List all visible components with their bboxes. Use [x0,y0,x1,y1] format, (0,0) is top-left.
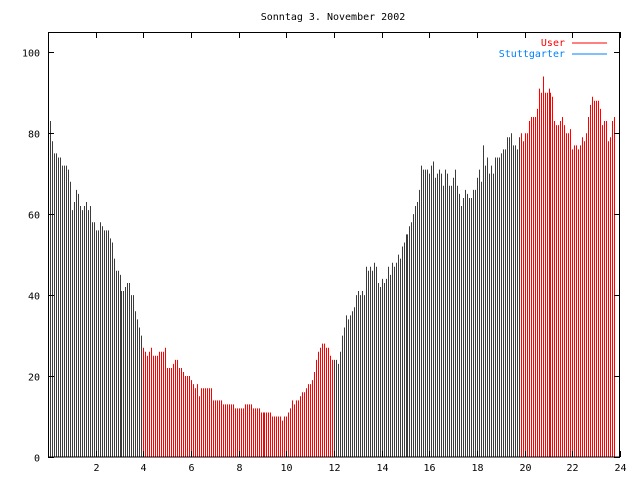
x-tick-label: 20 [519,463,531,474]
legend-label-stuttgarter: Stuttgarter [499,49,565,60]
x-tick-label: 10 [280,463,292,474]
x-tick-label: 2 [93,463,99,474]
x-tick-label: 24 [614,463,626,474]
y-tick-label: 80 [28,130,40,141]
x-tick-label: 4 [140,463,146,474]
bars [48,76,615,457]
x-tick-label: 6 [188,463,194,474]
y-tick-label: 0 [34,454,40,465]
x-tick-label: 12 [328,463,340,474]
x-tick-label: 8 [236,463,242,474]
y-tick-label: 100 [22,49,40,60]
x-tick-label: 18 [471,463,483,474]
x-tick-label: 22 [566,463,578,474]
y-tick-label: 40 [28,292,40,303]
y-tick-label: 20 [28,373,40,384]
x-tick-label: 16 [423,463,435,474]
y-tick-label: 60 [28,211,40,222]
chart-title: Sonntag 3. November 2002 [261,12,406,23]
legend-label-user: User [541,38,565,49]
x-tick-label: 14 [376,463,388,474]
legend: User Stuttgarter [499,38,607,60]
